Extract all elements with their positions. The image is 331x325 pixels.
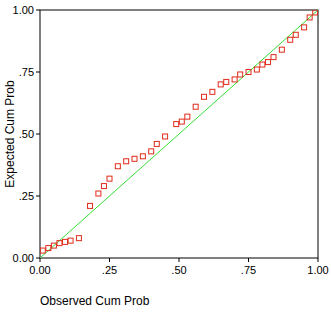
- y-tick: [36, 72, 40, 73]
- point: [313, 10, 318, 15]
- point: [307, 15, 312, 20]
- point: [76, 236, 81, 241]
- plot-marks: [40, 10, 318, 258]
- point: [210, 89, 215, 94]
- point: [271, 55, 276, 60]
- y-tick: [36, 258, 40, 259]
- y-tick-label: .25: [19, 190, 34, 202]
- point: [46, 246, 51, 251]
- point: [63, 239, 68, 244]
- plot-frame: [40, 10, 318, 258]
- point: [279, 47, 284, 52]
- point: [163, 134, 168, 139]
- x-tick: [248, 258, 249, 262]
- point: [40, 248, 45, 253]
- point: [57, 241, 62, 246]
- y-tick-label: 0.00: [13, 252, 34, 264]
- point: [302, 25, 307, 30]
- x-tick: [318, 258, 319, 262]
- x-tick-label: .25: [102, 264, 117, 276]
- point: [288, 37, 293, 42]
- point: [132, 156, 137, 161]
- chart-container: 0.00 .25 .50 .75 1.00 0.00 .25 .50 .75 1.00 Observ…: [0, 0, 331, 325]
- point: [68, 238, 73, 243]
- point: [149, 149, 154, 154]
- x-tick-label: 1.00: [307, 264, 328, 276]
- reference-line: [40, 10, 318, 258]
- point: [293, 32, 298, 37]
- point: [224, 79, 229, 84]
- point: [185, 114, 190, 119]
- point: [193, 104, 198, 109]
- y-tick: [36, 196, 40, 197]
- point: [101, 184, 106, 189]
- point: [265, 60, 270, 65]
- x-tick-label: .50: [171, 264, 186, 276]
- point: [88, 203, 93, 208]
- y-tick-label: .50: [19, 128, 34, 140]
- point: [96, 191, 101, 196]
- point: [260, 62, 265, 67]
- point: [238, 72, 243, 77]
- x-tick-label: 0.00: [29, 264, 50, 276]
- y-axis-label: Expected Cum Prob: [3, 80, 17, 188]
- y-tick: [36, 134, 40, 135]
- x-tick: [40, 258, 41, 262]
- x-tick: [109, 258, 110, 262]
- point: [246, 70, 251, 75]
- point: [107, 176, 112, 181]
- chart-svg: 0.00 .25 .50 .75 1.00 0.00 .25 .50 .75 1.00 Observ…: [0, 0, 331, 325]
- point: [232, 77, 237, 82]
- point: [154, 141, 159, 146]
- point: [115, 164, 120, 169]
- point: [51, 243, 56, 248]
- y-tick: [36, 10, 40, 11]
- y-tick-label: 1.00: [13, 4, 34, 16]
- x-tick: [179, 258, 180, 262]
- point: [218, 82, 223, 87]
- point: [254, 67, 259, 72]
- point: [202, 94, 207, 99]
- point: [174, 122, 179, 127]
- point: [179, 119, 184, 124]
- point: [140, 154, 145, 159]
- x-tick-label: .75: [241, 264, 256, 276]
- point: [124, 159, 129, 164]
- y-tick-label: .75: [19, 66, 34, 78]
- x-axis-label: Observed Cum Prob: [40, 294, 150, 308]
